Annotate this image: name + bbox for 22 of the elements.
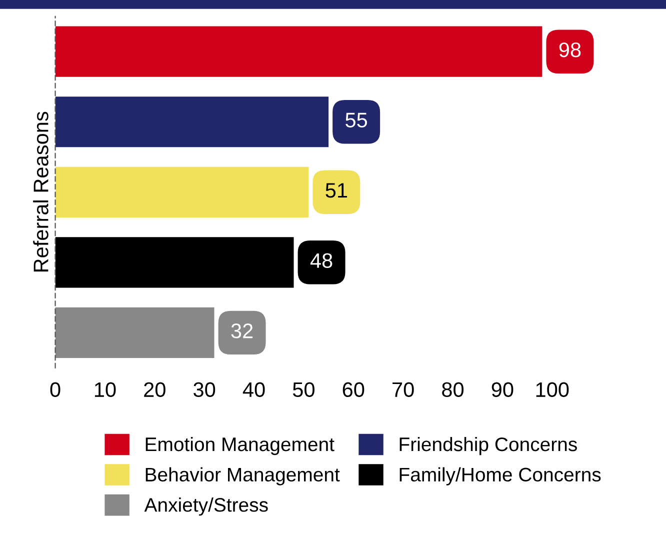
x-tick-label: 20 xyxy=(144,382,166,398)
data-label: 98 xyxy=(559,42,581,58)
data-label: 32 xyxy=(231,324,253,338)
legend-label: Behavior Management xyxy=(146,467,340,486)
x-tick-label: 60 xyxy=(342,382,364,398)
x-tick-label: 90 xyxy=(492,382,514,398)
data-label: 51 xyxy=(326,183,348,198)
x-tick-label: 0 xyxy=(50,382,60,398)
x-tick-label: 80 xyxy=(442,382,464,398)
legend-label: Anxiety/Stress xyxy=(144,498,268,516)
x-tick-label: 70 xyxy=(392,382,414,398)
legend-label: Family/Home Concerns xyxy=(400,467,601,486)
data-label: 55 xyxy=(346,112,368,128)
legend-label: Friendship Concerns xyxy=(400,436,577,456)
x-tick-label: 100 xyxy=(536,382,569,398)
x-tick-label: 10 xyxy=(94,382,116,398)
data-label: 48 xyxy=(310,253,332,268)
x-tick-label: 40 xyxy=(242,382,265,398)
y-axis-title: Referral Reasons xyxy=(33,112,48,272)
x-tick-label: 30 xyxy=(194,382,216,398)
x-tick-label: 50 xyxy=(292,382,314,398)
legend-label: Emotion Management xyxy=(146,436,334,456)
